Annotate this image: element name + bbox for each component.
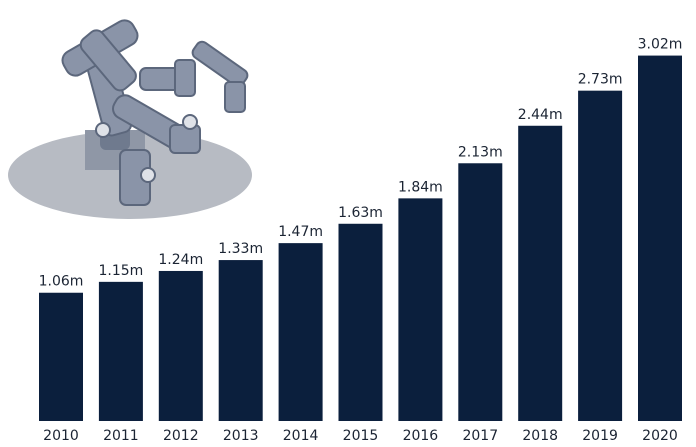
bar: [458, 163, 503, 421]
bar: [218, 260, 263, 421]
value-label: 2.73m: [578, 72, 623, 88]
value-label: 2.44m: [518, 107, 563, 123]
value-label: 1.15m: [98, 263, 143, 279]
x-tick-label: 2011: [103, 428, 139, 444]
value-label: 1.33m: [218, 241, 263, 257]
value-label: 3.02m: [638, 37, 683, 53]
x-tick-label: 2016: [403, 428, 439, 444]
x-tick-label: 2013: [223, 428, 259, 444]
x-tick-label: 2019: [582, 428, 618, 444]
x-tick-label: 2012: [163, 428, 199, 444]
value-label: 2.13m: [458, 144, 503, 160]
x-tick-label: 2014: [283, 428, 319, 444]
value-label: 1.63m: [338, 205, 383, 221]
bar: [158, 270, 203, 421]
value-label: 1.84m: [398, 179, 443, 195]
bar: [338, 223, 383, 421]
bar: [638, 55, 682, 422]
x-tick-label: 2018: [522, 428, 558, 444]
bar: [398, 198, 443, 421]
bar: [578, 90, 623, 422]
value-label: 1.24m: [158, 252, 203, 268]
bar: [98, 281, 143, 421]
bar: [518, 125, 563, 421]
x-tick-label: 2010: [43, 428, 79, 444]
x-tick-label: 2020: [642, 428, 678, 444]
robot-illustration: [8, 19, 252, 219]
value-label: 1.47m: [278, 224, 323, 240]
x-tick-label: 2017: [462, 428, 498, 444]
value-label: 1.06m: [39, 274, 84, 290]
bar: [278, 243, 323, 421]
bar: [39, 292, 83, 421]
x-tick-label: 2015: [343, 428, 379, 444]
